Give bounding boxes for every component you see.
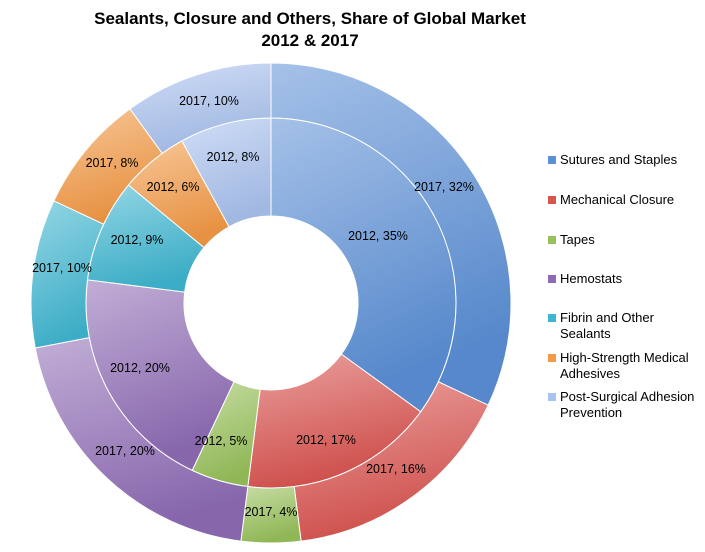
legend-label: Fibrin and Other Sealants <box>560 310 705 342</box>
legend-label-line: Sealants <box>560 326 611 341</box>
data-label-2017-7: 2017, 10% <box>179 94 239 108</box>
legend-label: Tapes <box>560 232 705 248</box>
legend-label: Post-Surgical Adhesion Prevention <box>560 389 705 421</box>
legend-label-line: Sutures and Staples <box>560 152 678 167</box>
data-label-2017-4: 2017, 20% <box>95 444 155 458</box>
slice-2017-7 <box>129 62 272 155</box>
chart-title-line-1: Sealants, Closure and Others, Share of G… <box>94 9 526 28</box>
data-label-2017-6: 2017, 8% <box>86 156 139 170</box>
legend-label: Hemostats <box>560 271 705 287</box>
legend-swatch <box>548 393 556 401</box>
legend-swatch <box>548 196 556 204</box>
data-label-2012-5: 2012, 9% <box>111 233 164 247</box>
data-label-2012-6: 2012, 6% <box>147 180 200 194</box>
legend-swatch <box>548 275 556 283</box>
legend-label-line: Tapes <box>560 232 595 247</box>
slices-group <box>30 62 512 544</box>
legend-label-line: High-Strength Medical <box>560 350 689 365</box>
legend-label-line: Adhesives <box>560 366 620 381</box>
legend-label: Sutures and Staples <box>560 152 705 168</box>
data-label-2017-3: 2017, 4% <box>245 505 298 519</box>
chart-title: Sealants, Closure and Others, Share of G… <box>0 8 620 52</box>
data-label-2012-2: 2012, 17% <box>296 433 356 447</box>
data-label-2017-5: 2017, 10% <box>32 261 92 275</box>
legend-label-line: Fibrin and Other <box>560 310 654 325</box>
data-label-2017-1: 2017, 32% <box>414 180 474 194</box>
data-labels-group: 2012, 35% 2012, 17% 2012, 5% 2012, 20% 2012,… <box>32 94 474 519</box>
legend-label-line: Mechanical Closure <box>560 192 675 207</box>
legend-label-line: Prevention <box>560 405 623 420</box>
legend-label: Mechanical Closure <box>560 192 705 208</box>
slice-2017-1 <box>270 62 512 406</box>
data-label-2012-7: 2012, 8% <box>207 150 260 164</box>
legend-swatch <box>548 236 556 244</box>
data-label-2017-2: 2017, 16% <box>366 462 426 476</box>
legend-swatch <box>548 314 556 322</box>
data-label-2012-4: 2012, 20% <box>110 361 170 375</box>
data-label-2012-3: 2012, 5% <box>195 434 248 448</box>
legend-label: High-Strength Medical Adhesives <box>560 350 705 382</box>
chart-title-line-2: 2012 & 2017 <box>261 31 359 50</box>
data-label-2012-1: 2012, 35% <box>348 229 408 243</box>
legend-label-line: Hemostats <box>560 271 623 286</box>
legend-swatch <box>548 354 556 362</box>
legend-label-line: Post-Surgical Adhesion <box>560 389 695 404</box>
legend-swatch <box>548 156 556 164</box>
